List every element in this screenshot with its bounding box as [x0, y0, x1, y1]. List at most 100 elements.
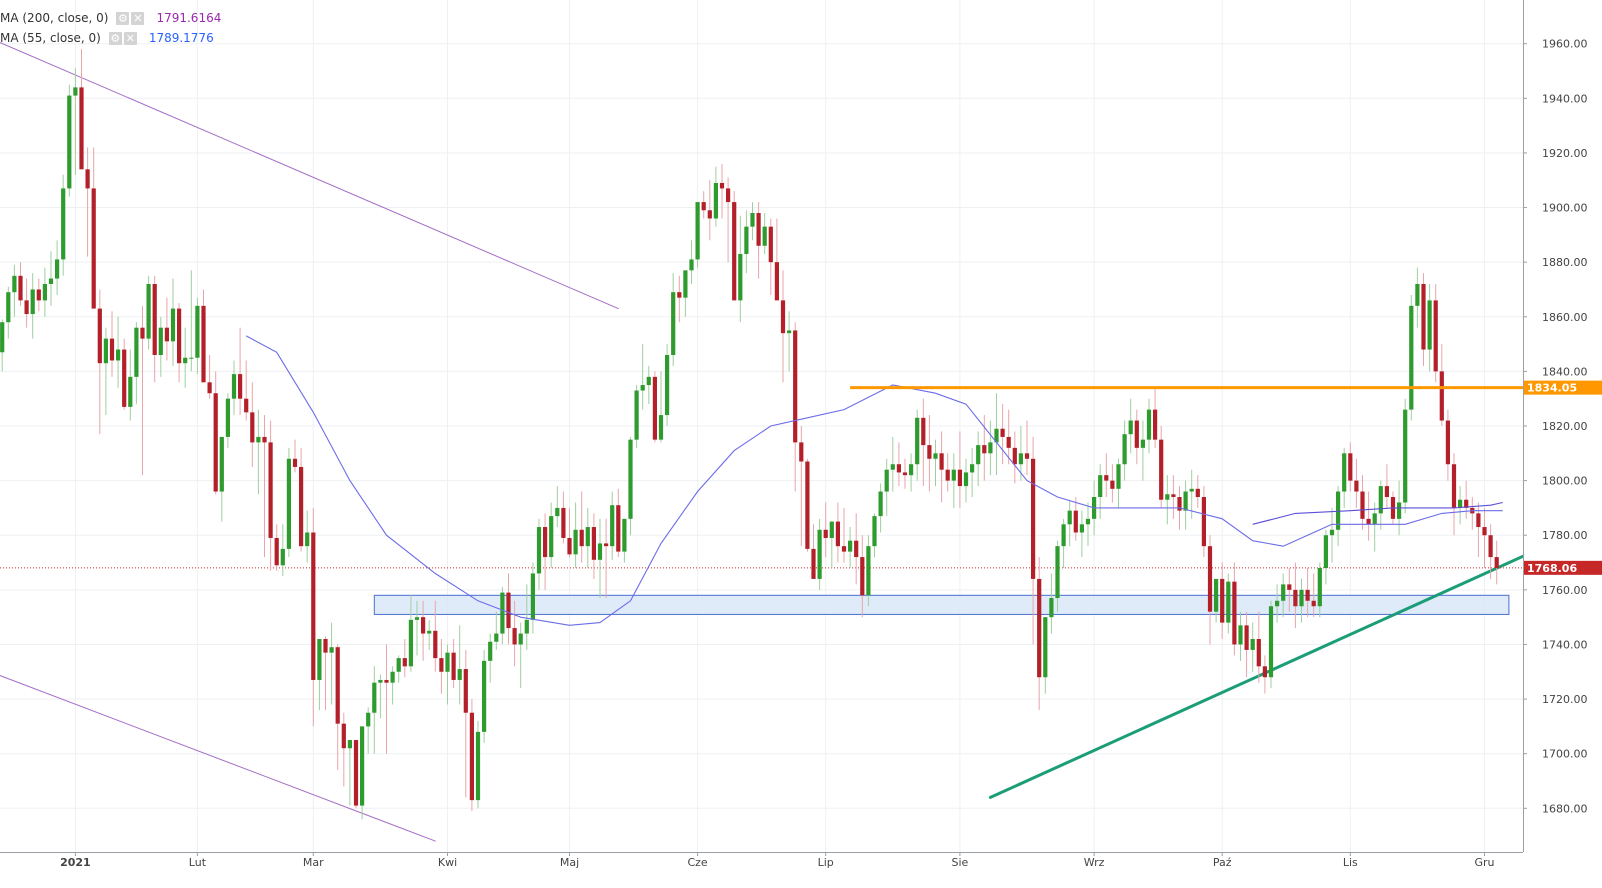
- candle: [1470, 497, 1475, 530]
- candle: [225, 393, 230, 448]
- candle: [1305, 568, 1310, 618]
- close-icon[interactable]: ✕: [123, 31, 137, 45]
- candle: [1488, 524, 1493, 579]
- candle: [701, 191, 706, 219]
- candle-body: [1116, 464, 1121, 489]
- candle-body: [231, 374, 237, 399]
- candle: [36, 278, 41, 312]
- trendline-channel-upper: [0, 41, 619, 310]
- candle-body: [573, 529, 578, 555]
- candle: [1384, 464, 1389, 508]
- candle-body: [1104, 475, 1109, 481]
- settings-icon[interactable]: ⚙: [116, 11, 130, 25]
- candle-body: [671, 292, 676, 355]
- candle-body: [1177, 497, 1182, 511]
- candle-body: [1378, 486, 1383, 514]
- candle-body: [195, 305, 200, 358]
- candle-body: [909, 464, 914, 476]
- candle: [500, 587, 505, 645]
- candle: [829, 521, 834, 568]
- y-tick-label: 1800.00: [1542, 475, 1588, 488]
- candle-body: [122, 349, 127, 407]
- candle: [1018, 426, 1023, 481]
- candle: [280, 524, 285, 577]
- candle-body: [1403, 409, 1408, 503]
- close-icon[interactable]: ✕: [131, 11, 145, 25]
- candle-body: [1122, 434, 1127, 465]
- candle-body: [323, 639, 328, 653]
- candle: [1268, 600, 1274, 689]
- candle-body: [152, 284, 157, 355]
- candle-body: [207, 382, 212, 394]
- candle: [567, 507, 572, 558]
- candle-body: [158, 327, 163, 355]
- candle-body: [604, 543, 609, 547]
- candle-body: [1085, 518, 1091, 525]
- candle-body: [1445, 420, 1450, 465]
- candle: [469, 699, 474, 812]
- candle-body: [457, 669, 462, 680]
- candle: [1214, 578, 1219, 623]
- candle-body: [890, 464, 895, 470]
- candle: [744, 210, 749, 274]
- y-tick-label: 1720.00: [1542, 693, 1588, 706]
- candle: [408, 595, 413, 672]
- candle-body: [1451, 464, 1457, 508]
- candle-body: [549, 516, 554, 558]
- candle-body: [1281, 584, 1286, 601]
- candle: [628, 436, 633, 536]
- candle-body: [55, 259, 60, 279]
- candle-body: [970, 464, 975, 473]
- y-tick-label: 1680.00: [1542, 802, 1588, 815]
- candle-body: [238, 374, 243, 399]
- candle: [1439, 344, 1444, 426]
- candle-body: [878, 491, 883, 517]
- candle-body: [475, 731, 481, 801]
- candle-body: [109, 338, 115, 361]
- support-zone: [373, 594, 1510, 615]
- candle: [427, 619, 432, 650]
- candle: [933, 439, 938, 487]
- candle-body: [787, 330, 792, 334]
- candle-body: [939, 453, 944, 470]
- y-tick-label: 1760.00: [1542, 584, 1588, 597]
- candle-body: [719, 182, 725, 189]
- candle: [951, 453, 956, 508]
- candle: [518, 622, 523, 689]
- candle-body: [1293, 589, 1298, 607]
- candle-body: [1012, 447, 1017, 465]
- candle: [555, 486, 560, 528]
- y-tick-label: 1820.00: [1542, 420, 1588, 433]
- candle-body: [701, 202, 706, 211]
- candle: [231, 360, 237, 416]
- settings-icon[interactable]: ⚙: [108, 31, 122, 45]
- y-tick-label: 1940.00: [1542, 92, 1588, 105]
- x-tick-label: Gru: [1474, 856, 1494, 869]
- x-tick-label: Wrz: [1084, 856, 1105, 869]
- candle-body: [951, 469, 956, 481]
- candle-body: [1232, 581, 1237, 645]
- chart-grid: [0, 0, 1523, 852]
- candle: [1244, 611, 1249, 678]
- candle-body: [616, 505, 621, 552]
- candle-body: [762, 226, 767, 246]
- candle: [262, 415, 267, 558]
- candle-body: [36, 289, 41, 301]
- candle-body: [1433, 300, 1438, 372]
- candle: [1287, 568, 1292, 612]
- candle-body: [756, 213, 761, 246]
- candle: [512, 600, 517, 667]
- candle: [140, 305, 145, 476]
- candle: [750, 202, 755, 241]
- candle: [6, 286, 11, 339]
- candle: [1482, 507, 1487, 568]
- candle: [244, 360, 249, 421]
- candle-body: [427, 630, 432, 634]
- candle: [1451, 453, 1457, 536]
- candle: [811, 524, 816, 579]
- candle: [719, 163, 725, 219]
- candle: [323, 636, 328, 710]
- candle-body: [1061, 524, 1066, 547]
- candle: [878, 483, 883, 533]
